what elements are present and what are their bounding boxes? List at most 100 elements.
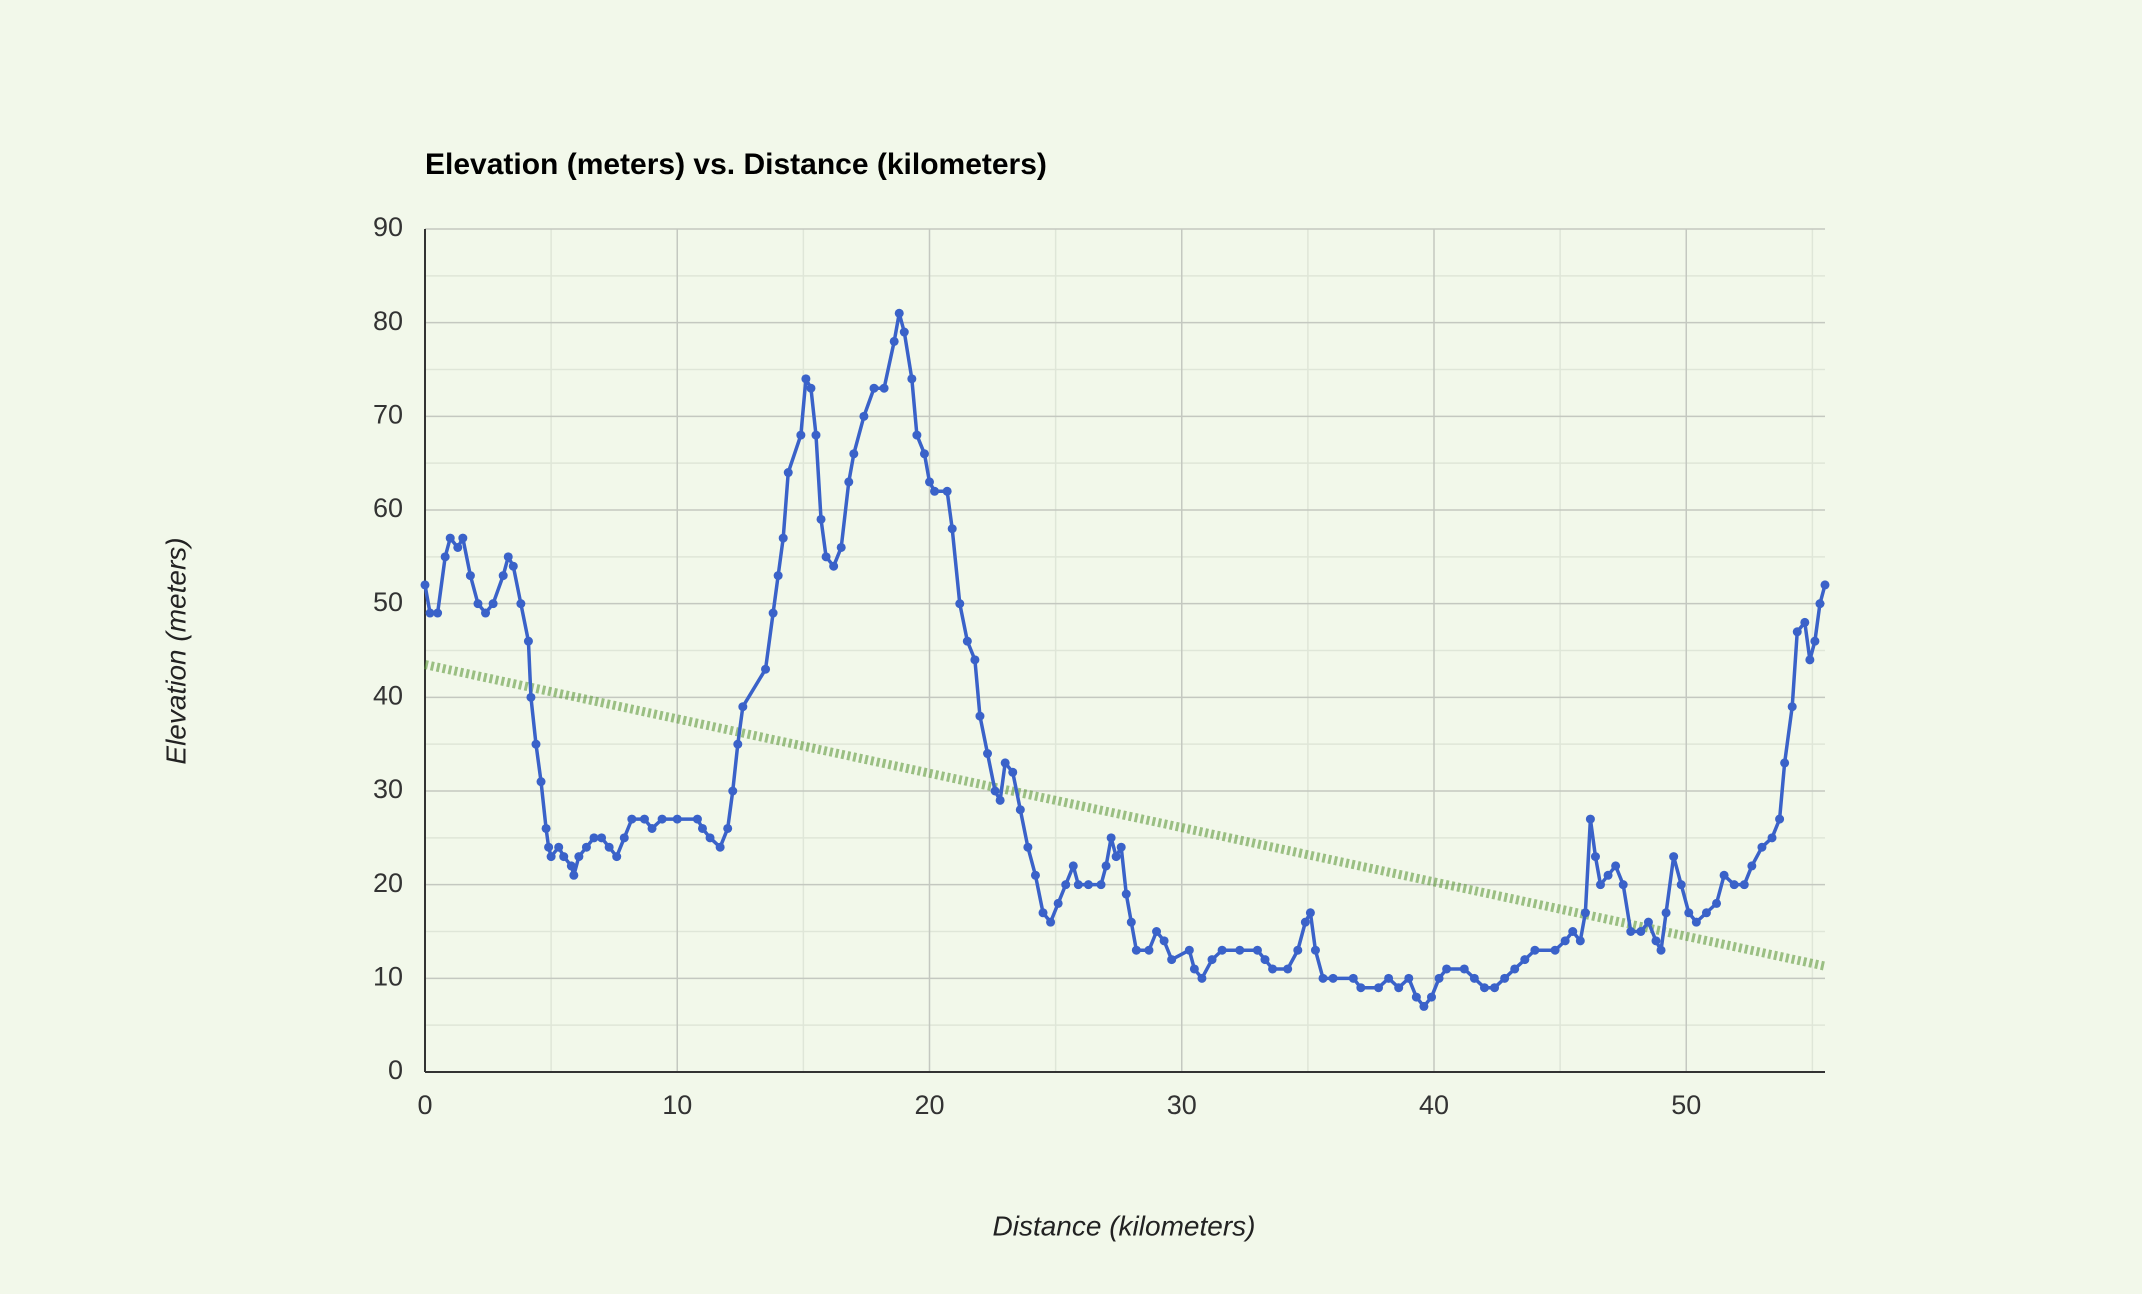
data-point (970, 655, 980, 665)
data-point (1167, 955, 1177, 965)
data-point (1061, 880, 1071, 890)
data-point (554, 842, 564, 852)
data-point (1459, 964, 1469, 974)
data-point (1780, 758, 1790, 768)
data-point (1815, 599, 1825, 609)
data-point (1729, 880, 1739, 890)
data-point (1568, 927, 1578, 936)
data-point (647, 823, 657, 833)
data-point (1757, 842, 1767, 852)
data-point (801, 374, 811, 384)
data-point (516, 599, 526, 609)
data-point (1575, 936, 1585, 946)
data-point (544, 842, 554, 852)
elevation-line (423, 311, 1827, 1009)
y-tick-label: 80 (373, 306, 403, 336)
data-point (1747, 861, 1757, 871)
data-point (1636, 927, 1646, 936)
data-point (445, 533, 455, 543)
data-point (995, 795, 1005, 805)
data-point (907, 374, 917, 384)
data-point (975, 711, 985, 721)
data-point (1152, 927, 1162, 936)
data-point (1404, 973, 1414, 983)
y-tick-label: 10 (373, 961, 403, 991)
data-point (1479, 983, 1489, 993)
data-point (869, 383, 879, 393)
data-point (526, 692, 536, 702)
data-point (1235, 945, 1245, 955)
data-point (778, 533, 788, 543)
data-point (1590, 852, 1600, 862)
data-point (1384, 973, 1394, 983)
data-point (942, 486, 952, 496)
data-point (692, 814, 702, 824)
data-point (473, 599, 483, 609)
data-point (574, 852, 584, 862)
data-point (1500, 973, 1510, 983)
data-point (1712, 898, 1722, 908)
chart-title: Elevation (meters) vs. Distance (kilomet… (425, 148, 1047, 181)
data-point (1767, 833, 1777, 843)
data-point (657, 814, 667, 824)
data-point (1197, 973, 1207, 983)
data-point (604, 842, 614, 852)
data-point (894, 308, 904, 318)
data-point (1015, 805, 1025, 815)
data-point (1217, 945, 1227, 955)
data-point (1131, 945, 1141, 955)
data-point (569, 870, 579, 880)
data-point (715, 842, 725, 852)
y-tick-label: 20 (373, 868, 403, 898)
data-point (1550, 945, 1560, 955)
data-point (1585, 814, 1595, 824)
trendline (424, 660, 1826, 971)
data-point (925, 477, 935, 487)
data-point (1603, 870, 1613, 880)
data-point (1283, 964, 1293, 974)
data-point (1520, 955, 1530, 965)
data-point (1510, 964, 1520, 974)
data-point (1038, 908, 1048, 918)
data-point (619, 833, 629, 843)
data-point (1260, 955, 1270, 965)
x-tick-label: 50 (1671, 1090, 1701, 1120)
data-point (738, 702, 748, 712)
data-point (844, 477, 854, 487)
data-point (849, 449, 859, 459)
data-point (859, 411, 869, 421)
data-point (1419, 1001, 1429, 1011)
data-point (1252, 945, 1262, 955)
y-tick-label: 0 (388, 1055, 403, 1085)
data-point (1651, 936, 1661, 946)
x-axis-title: Distance (kilometers) (993, 1210, 1256, 1241)
data-point (1268, 964, 1278, 974)
data-point (962, 636, 972, 646)
data-point (481, 608, 491, 618)
data-point (541, 823, 551, 833)
data-point (453, 542, 463, 552)
data-point (458, 533, 468, 543)
data-point (1300, 917, 1310, 927)
x-tick-label: 40 (1419, 1090, 1449, 1120)
data-point (1106, 833, 1116, 843)
data-point (1611, 861, 1621, 871)
data-point (1023, 842, 1033, 852)
y-tick-label: 70 (373, 399, 403, 429)
data-point (733, 739, 743, 749)
data-point (672, 814, 682, 824)
data-point (889, 336, 899, 346)
data-point (796, 430, 806, 440)
x-tick-label: 30 (1167, 1090, 1197, 1120)
x-tick-label: 10 (662, 1090, 692, 1120)
data-point (503, 552, 513, 562)
data-point (816, 514, 826, 524)
data-point (955, 599, 965, 609)
data-point (508, 561, 518, 571)
data-point (1434, 973, 1444, 983)
data-point (425, 608, 435, 618)
data-point (1643, 917, 1653, 927)
data-point (1701, 908, 1711, 918)
data-point (1691, 917, 1701, 927)
data-point (639, 814, 649, 824)
